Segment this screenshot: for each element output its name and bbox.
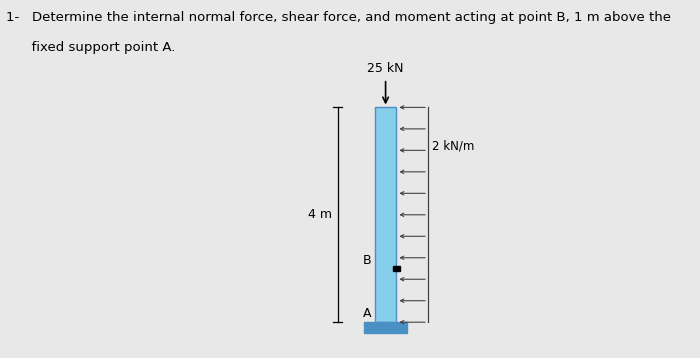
Text: 2 kN/m: 2 kN/m xyxy=(433,140,475,153)
Text: 4 m: 4 m xyxy=(308,208,332,221)
Text: 25 kN: 25 kN xyxy=(368,62,404,75)
Bar xyxy=(374,107,396,322)
Text: 1-   Determine the internal normal force, shear force, and moment acting at poin: 1- Determine the internal normal force, … xyxy=(6,11,671,24)
Text: fixed support point A.: fixed support point A. xyxy=(6,41,175,54)
Text: B: B xyxy=(363,254,372,267)
Text: A: A xyxy=(363,308,372,320)
Bar xyxy=(393,266,400,271)
Bar xyxy=(365,322,407,333)
